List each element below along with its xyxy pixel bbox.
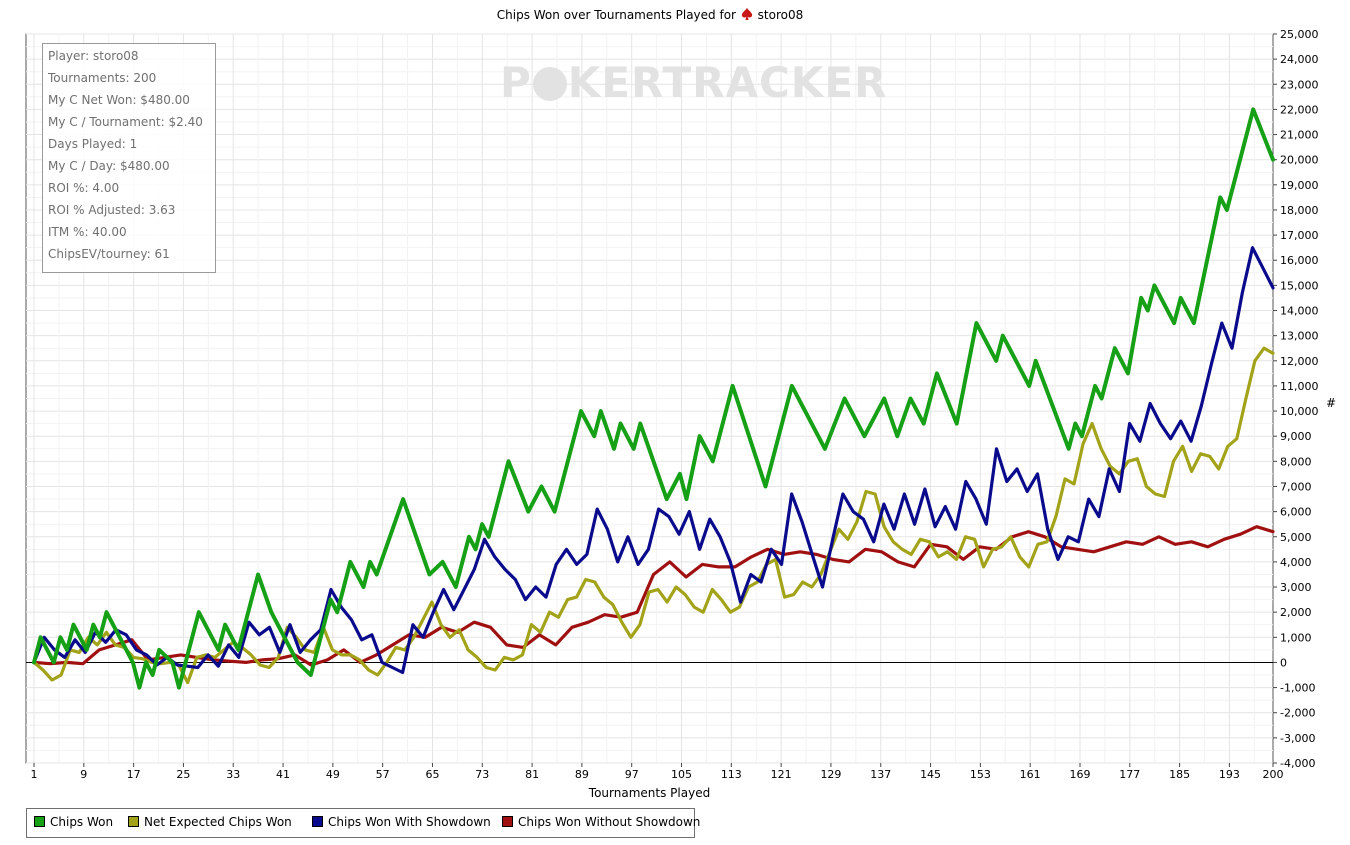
y-tick-label: 2,000 (1280, 606, 1312, 619)
y-tick-label: 4,000 (1280, 556, 1312, 569)
chart-title: Chips Won over Tournaments Played for st… (0, 7, 1300, 22)
y-tick-label: 12,000 (1280, 355, 1319, 368)
x-tick-label: 177 (1119, 768, 1140, 781)
legend-label: Net Expected Chips Won (144, 815, 292, 829)
x-tick-label: 89 (575, 768, 589, 781)
x-tick-label: 65 (425, 768, 439, 781)
x-tick-label: 1 (31, 768, 38, 781)
x-tick-label: 169 (1069, 768, 1090, 781)
legend-label: Chips Won With Showdown (328, 815, 491, 829)
pokertracker-watermark: P KERTRACKER (500, 58, 887, 107)
y-tick-label: 0 (1280, 656, 1287, 669)
x-tick-label: 17 (127, 768, 141, 781)
y-tick-label: 8,000 (1280, 455, 1312, 468)
y-tick-label: 19,000 (1280, 179, 1319, 192)
x-tick-label: 193 (1219, 768, 1240, 781)
y-tick-label: -2,000 (1280, 707, 1315, 720)
stat-row: My C Net Won: $480.00 (48, 93, 190, 107)
x-tick-label: 57 (376, 768, 390, 781)
legend-item: Chips Won Without Showdown (502, 815, 700, 829)
y-tick-label: 21,000 (1280, 129, 1319, 142)
y-tick-label: 25,000 (1280, 28, 1319, 41)
stat-row: ChipsEV/tourney: 61 (48, 247, 170, 261)
stat-row: ROI % Adjusted: 3.63 (48, 203, 176, 217)
chart-title-player: storo08 (757, 8, 804, 22)
stat-row: ITM %: 40.00 (48, 225, 127, 239)
x-tick-label: 129 (820, 768, 841, 781)
y-tick-label: 20,000 (1280, 154, 1319, 167)
y-tick-label: -1,000 (1280, 682, 1315, 695)
watermark-text-right: KERTRACKER (567, 58, 888, 107)
x-tick-label: 41 (276, 768, 290, 781)
legend-swatch (312, 816, 323, 827)
watermark-text-left: P (500, 58, 532, 107)
legend-swatch (502, 816, 513, 827)
x-tick-label: 33 (226, 768, 240, 781)
legend-swatch (34, 816, 45, 827)
stat-row: Days Played: 1 (48, 137, 138, 151)
y-tick-label: 5,000 (1280, 531, 1312, 544)
x-tick-label: 161 (1020, 768, 1041, 781)
legend-item: Net Expected Chips Won (128, 815, 292, 829)
y-tick-label: 18,000 (1280, 204, 1319, 217)
y-tick-label: -3,000 (1280, 732, 1315, 745)
x-tick-label: 137 (870, 768, 891, 781)
y-tick-label: 15,000 (1280, 279, 1319, 292)
stat-row: ROI %: 4.00 (48, 181, 120, 195)
y-tick-label: 9,000 (1280, 430, 1312, 443)
y-tick-label: 6,000 (1280, 506, 1312, 519)
x-tick-label: 81 (525, 768, 539, 781)
y-tick-label: 23,000 (1280, 78, 1319, 91)
player-stats-box: Player: storo08 Tournaments: 200 My C Net … (42, 43, 216, 273)
stat-row: Player: storo08 (48, 49, 139, 63)
series-line-chips-won-with-showdown (32, 246, 1275, 675)
y-tick-label: 24,000 (1280, 53, 1319, 66)
x-tick-label: 73 (475, 768, 489, 781)
x-tick-label: 145 (920, 768, 941, 781)
series-line-chips-won-without-showdown (32, 525, 1275, 667)
x-axis-label: Tournaments Played (588, 786, 711, 800)
y-axis-label: # (1326, 396, 1337, 410)
x-tick-label: 49 (326, 768, 340, 781)
y-tick-label: 14,000 (1280, 305, 1319, 318)
series-line-chips-won (32, 107, 1275, 690)
y-tick-label: -4,000 (1280, 757, 1315, 770)
x-tick-label: 97 (625, 768, 639, 781)
legend-label: Chips Won Without Showdown (518, 815, 701, 829)
y-tick-label: 3,000 (1280, 581, 1312, 594)
y-tick-label: 17,000 (1280, 229, 1319, 242)
y-tick-label: 1,000 (1280, 631, 1312, 644)
x-tick-label: 153 (970, 768, 991, 781)
legend-label: Chips Won (50, 815, 114, 829)
y-tick-label: 16,000 (1280, 254, 1319, 267)
stat-row: My C / Tournament: $2.40 (48, 115, 203, 129)
x-tick-label: 113 (721, 768, 742, 781)
legend-item: Chips Won With Showdown (312, 815, 491, 829)
y-tick-label: 11,000 (1280, 380, 1319, 393)
legend-item: Chips Won (34, 815, 113, 829)
y-tick-label: 13,000 (1280, 330, 1319, 343)
x-tick-label: 25 (176, 768, 190, 781)
x-tick-label: 185 (1169, 768, 1190, 781)
legend-swatch (128, 816, 139, 827)
spade-icon (741, 8, 752, 20)
x-tick-label: 105 (671, 768, 692, 781)
y-tick-label: 7,000 (1280, 480, 1312, 493)
watermark-chip-icon (532, 67, 567, 101)
chart-legend: Chips Won Net Expected Chips Won Chips Won… (26, 808, 700, 838)
chart-title-text: Chips Won over Tournaments Played for (496, 8, 736, 22)
y-tick-label: 10,000 (1280, 405, 1319, 418)
x-tick-label: 121 (771, 768, 792, 781)
x-tick-label: 200 (1263, 768, 1284, 781)
stat-row: My C / Day: $480.00 (48, 159, 170, 173)
y-tick-label: 22,000 (1280, 103, 1319, 116)
stat-row: Tournaments: 200 (48, 71, 157, 85)
x-tick-label: 9 (80, 768, 87, 781)
